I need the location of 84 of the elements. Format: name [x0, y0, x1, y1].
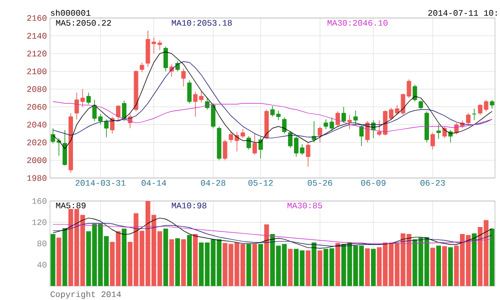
x-tick-label: 2014-03-31: [76, 180, 126, 186]
candlestick: [336, 110, 340, 127]
chart-subtitle: 2014-07-11 10:: [428, 10, 497, 16]
series-label: MA5:89: [56, 202, 86, 208]
bar: [181, 239, 186, 286]
y-tick-label: 2120: [27, 50, 46, 56]
candlestick: [86, 92, 91, 105]
x-tick-label: 06-09: [361, 180, 386, 186]
bar: [62, 228, 68, 286]
bar: [50, 234, 56, 286]
y-tick-label: 1980: [27, 175, 46, 181]
bar: [312, 242, 316, 286]
bar: [318, 250, 322, 286]
bar: [169, 239, 174, 286]
bar: [448, 247, 453, 286]
chart-title: sh000001: [50, 10, 90, 16]
bar: [246, 244, 252, 286]
candlestick: [341, 106, 346, 124]
bar: [472, 233, 477, 286]
text: Copyright 2014: [50, 290, 121, 299]
y-tick-label: 80: [37, 240, 46, 246]
bar: [490, 228, 494, 286]
text: MA30:85: [288, 202, 322, 208]
text: MA30:2046.10: [328, 20, 388, 26]
candlestick: [246, 136, 251, 150]
bar: [56, 238, 62, 286]
bar: [436, 246, 442, 286]
y-tick-label: 160: [32, 198, 46, 204]
candlestick: [252, 133, 257, 156]
candlestick: [318, 126, 322, 143]
bar: [365, 248, 370, 286]
x-tick-label: 05-26: [308, 180, 332, 186]
candlestick: [122, 100, 126, 122]
bar: [192, 234, 198, 286]
bar: [306, 250, 310, 286]
candlestick: [181, 68, 186, 87]
x-tick-label: 05-12: [248, 180, 273, 186]
candlestick: [442, 126, 447, 138]
bar: [442, 246, 447, 286]
x-tick-label: 04-14: [142, 180, 166, 186]
candlestick: [282, 117, 287, 134]
y-tick-label: 2020: [27, 140, 46, 146]
candlestick: [347, 114, 352, 130]
candlestick: [365, 120, 370, 143]
candlestick: [104, 118, 109, 138]
y-tick-label: 2060: [27, 104, 46, 110]
bar: [252, 244, 258, 286]
bar: [264, 224, 269, 286]
candlestick: [353, 110, 358, 126]
bar: [258, 244, 264, 286]
bar: [187, 235, 192, 286]
y-tick-label: 120: [32, 219, 46, 226]
candlestick: [430, 132, 435, 150]
x-tick-label: 04-28: [200, 180, 226, 186]
bar: [122, 228, 127, 286]
y-tick-label: 2040: [27, 122, 46, 128]
x-tick-label: 06-23: [420, 180, 445, 186]
bar: [335, 242, 340, 286]
candlestick: [62, 130, 68, 166]
bar: [175, 238, 180, 286]
y-tick-label: 2100: [27, 68, 46, 74]
y-tick-label: 2000: [27, 157, 46, 164]
candlestick: [110, 116, 115, 134]
bar: [288, 248, 293, 286]
candlestick: [222, 139, 228, 161]
candlestick: [436, 124, 441, 140]
candlestick: [187, 80, 192, 104]
text: MA10:2053.18: [172, 20, 232, 26]
candlestick: [163, 46, 168, 72]
candlestick: [116, 104, 120, 120]
candlestick: [140, 62, 144, 73]
text: MA5:2050.22: [56, 20, 111, 26]
candlestick: [306, 142, 310, 167]
candlestick: [359, 124, 364, 146]
candlestick: [412, 84, 418, 102]
y-tick-label: 2080: [27, 86, 46, 92]
bar: [430, 248, 436, 286]
bar: [163, 228, 168, 286]
bar: [370, 248, 376, 286]
y-tick-label: 40: [37, 262, 46, 268]
y-tick-label: 2160: [27, 15, 46, 21]
y-tick-label: 2140: [27, 32, 46, 39]
text: MA10:98: [172, 202, 206, 208]
candlestick: [258, 136, 263, 159]
